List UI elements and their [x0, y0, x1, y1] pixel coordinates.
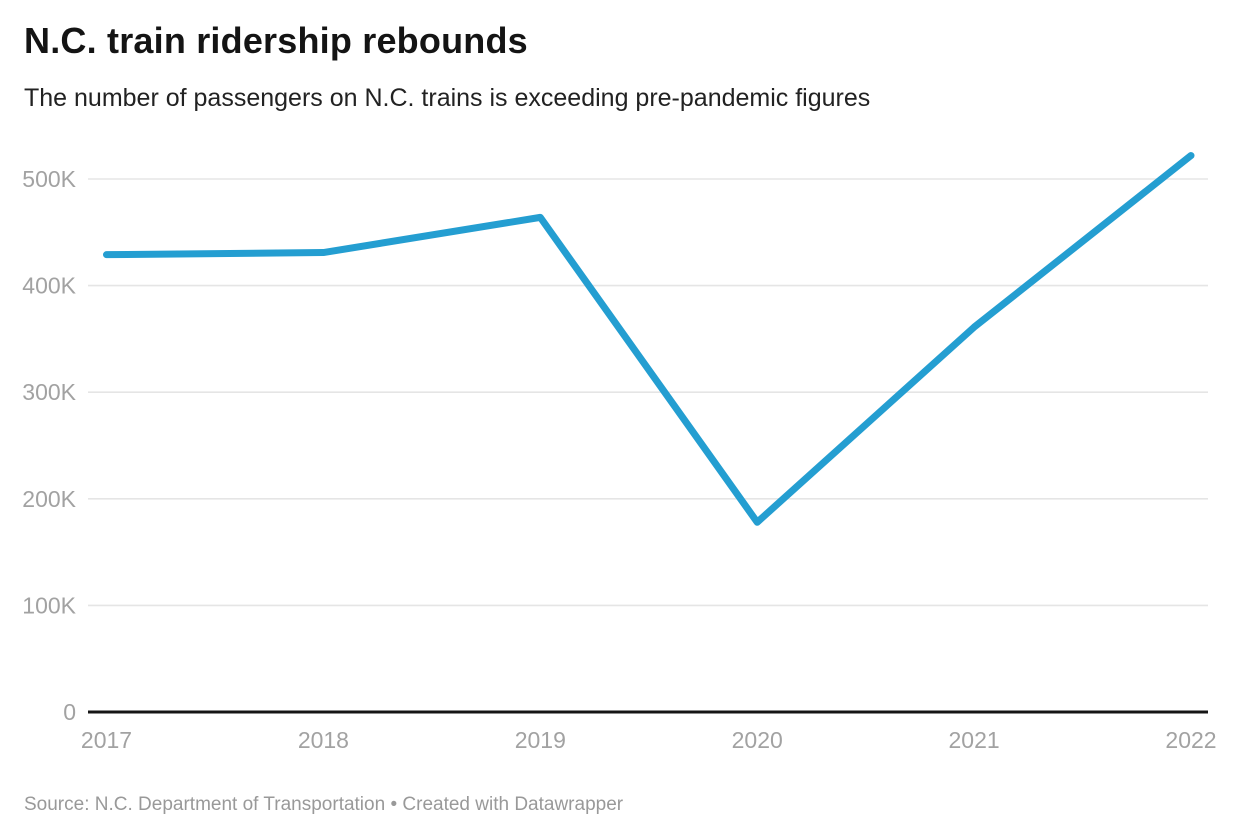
y-tick-label: 300K — [22, 379, 76, 405]
x-tick-label: 2020 — [732, 727, 783, 753]
y-axis-labels-group: 0 100K 200K 300K 400K 500K — [22, 166, 76, 725]
x-tick-label: 2017 — [81, 727, 132, 753]
source-separator: • — [390, 794, 398, 815]
x-axis-labels-group: 2017 2018 2019 2020 2021 2022 — [81, 727, 1217, 753]
y-tick-label: 100K — [22, 592, 76, 618]
data-series-group — [103, 152, 1195, 526]
y-tick-label: 500K — [22, 166, 76, 192]
x-tick-label: 2022 — [1165, 727, 1216, 753]
y-tick-label: 400K — [22, 273, 76, 299]
ridership-line — [103, 152, 1195, 526]
y-tick-label: 0 — [63, 699, 76, 725]
gridlines-group — [88, 178, 1208, 714]
chart-subtitle: The number of passengers on N.C. trains … — [24, 84, 871, 112]
x-tick-label: 2021 — [949, 727, 1000, 753]
x-tick-label: 2019 — [515, 727, 566, 753]
y-tick-label: 200K — [22, 486, 76, 512]
x-tick-label: 2018 — [298, 727, 349, 753]
source-line: Source: N.C. Department of Transportatio… — [24, 794, 623, 816]
source-text: Source: N.C. Department of Transportatio… — [24, 794, 386, 815]
chart-title: N.C. train ridership rebounds — [24, 20, 528, 61]
datawrapper-attribution-link[interactable]: Created with Datawrapper — [402, 794, 624, 815]
